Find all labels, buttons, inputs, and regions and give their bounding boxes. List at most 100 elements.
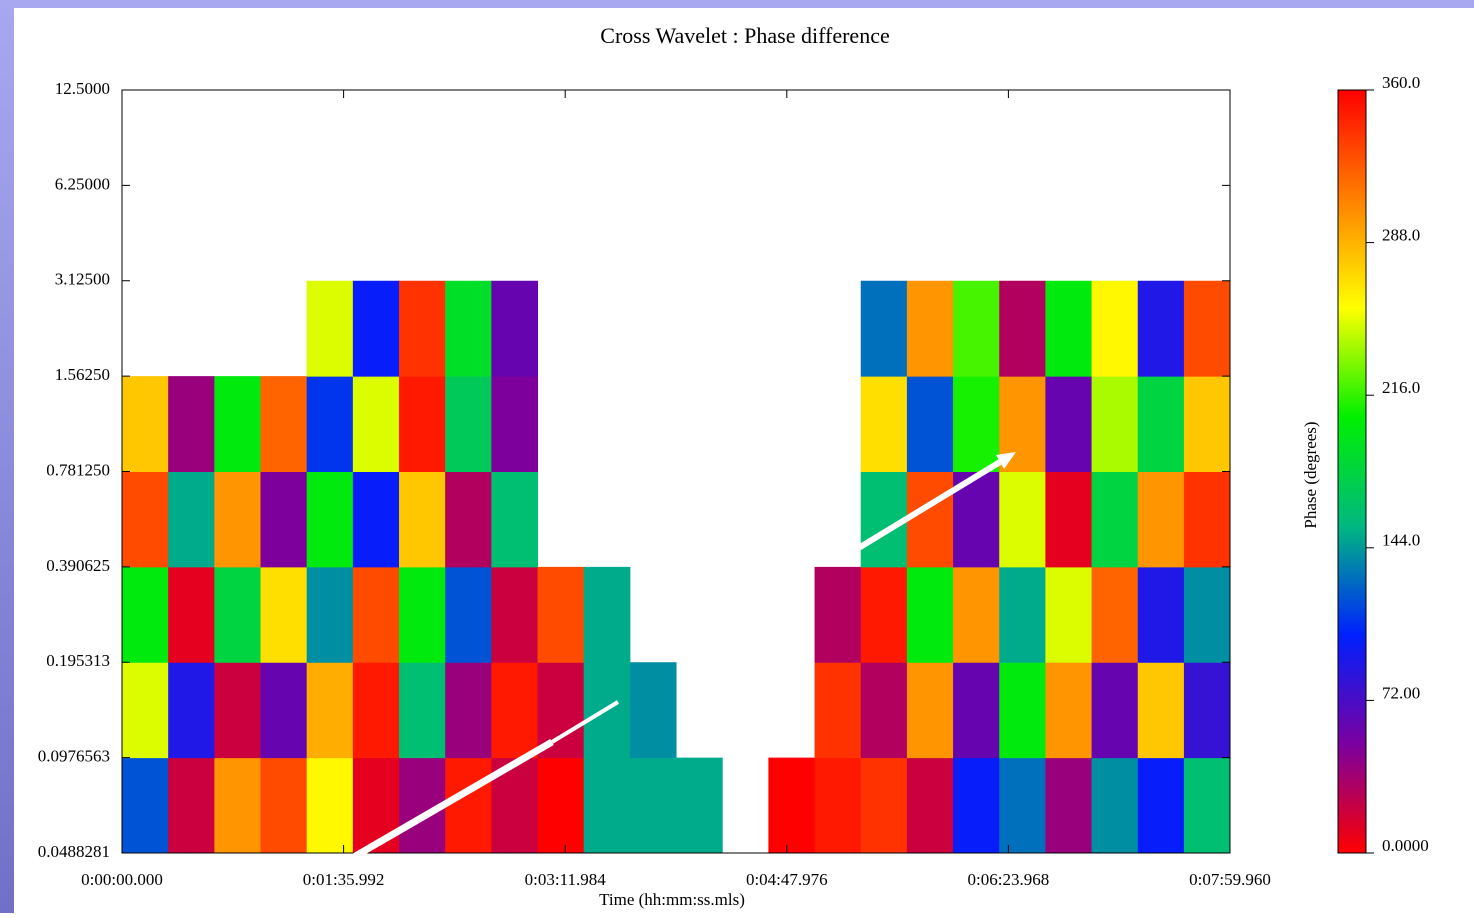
heatmap-cell bbox=[122, 662, 169, 759]
heatmap-cell bbox=[306, 662, 354, 759]
heatmap-cell bbox=[1183, 757, 1231, 854]
heatmap-cell bbox=[1045, 471, 1093, 568]
heatmap-cell bbox=[814, 662, 862, 759]
heatmap-cell bbox=[1045, 280, 1093, 377]
heatmap-cell bbox=[1137, 471, 1185, 568]
heatmap-cell bbox=[1137, 280, 1185, 377]
y-tick-label: 1.56250 bbox=[55, 365, 110, 384]
heatmap-cell bbox=[537, 757, 585, 854]
colorbar-tick-label: 0.0000 bbox=[1382, 836, 1429, 855]
arrow bbox=[550, 700, 620, 744]
y-tick-label: 0.195313 bbox=[46, 651, 110, 670]
colorbar-label: Phase (degrees) bbox=[1301, 421, 1320, 528]
heatmap-cell bbox=[168, 471, 215, 568]
heatmap-cell bbox=[1091, 757, 1139, 854]
heatmap-cell bbox=[445, 662, 492, 759]
heatmap-cell bbox=[629, 757, 677, 854]
heatmap-cell bbox=[445, 280, 492, 377]
heatmap-cell bbox=[1045, 757, 1093, 854]
heatmap-cell bbox=[953, 757, 1000, 854]
heatmap-cell bbox=[306, 566, 354, 663]
heatmap-cell bbox=[906, 471, 954, 568]
heatmap-cell bbox=[399, 376, 446, 472]
heatmap-cell bbox=[306, 471, 354, 568]
heatmap-cell bbox=[214, 757, 262, 854]
heatmap-cell bbox=[352, 471, 400, 568]
heatmap-cell bbox=[953, 566, 1000, 663]
heatmap-cell bbox=[860, 566, 908, 663]
heatmap-cell bbox=[814, 757, 862, 854]
axes: 12.5000 6.25000 3.12500 1.56250 0.781250 0.39… bbox=[38, 79, 1271, 889]
y-tick-label: 0.0976563 bbox=[38, 747, 110, 766]
heatmap-cell bbox=[352, 757, 400, 854]
heatmap-cell bbox=[399, 566, 446, 663]
heatmap-cell bbox=[537, 566, 585, 663]
heatmap-cell bbox=[168, 566, 215, 663]
heatmap-cell bbox=[629, 662, 677, 759]
heatmap-cell bbox=[306, 376, 354, 472]
heatmap-cell bbox=[214, 662, 262, 759]
heatmap-cell bbox=[676, 757, 723, 854]
y-tick-label: 0.390625 bbox=[46, 556, 110, 575]
heatmap-cell bbox=[1183, 566, 1231, 663]
heatmap-cell bbox=[583, 757, 631, 854]
y-tick-label: 12.5000 bbox=[55, 79, 110, 98]
x-tick-label: 0:03:11.984 bbox=[525, 870, 607, 889]
x-tick-label: 0:01:35.992 bbox=[303, 870, 385, 889]
heatmap-cell bbox=[1045, 662, 1093, 759]
heatmap-cell bbox=[906, 566, 954, 663]
heatmap-cell bbox=[445, 471, 492, 568]
heatmap-cell bbox=[306, 757, 354, 854]
arrow bbox=[850, 459, 1002, 555]
heatmap-cell bbox=[1091, 566, 1139, 663]
heatmap-cell bbox=[1091, 376, 1139, 472]
heatmap-cell bbox=[1091, 280, 1139, 377]
heatmap-cell bbox=[399, 471, 446, 568]
heatmap bbox=[122, 280, 1231, 854]
heatmap-cell bbox=[306, 280, 354, 377]
arrow-head bbox=[996, 452, 1016, 469]
heatmap-cell bbox=[999, 757, 1046, 854]
y-tick-label: 3.12500 bbox=[55, 270, 110, 289]
heatmap-cell bbox=[953, 376, 1000, 472]
heatmap-cell bbox=[260, 376, 308, 472]
chart-title: Cross Wavelet : Phase difference bbox=[600, 23, 889, 48]
colorbar-tick-label: 144.0 bbox=[1382, 531, 1420, 550]
heatmap-cell bbox=[122, 757, 169, 854]
heatmap-cell bbox=[1183, 662, 1231, 759]
heatmap-cell bbox=[445, 566, 492, 663]
heatmap-cell bbox=[491, 280, 539, 377]
heatmap-cell bbox=[860, 662, 908, 759]
heatmap-cell bbox=[999, 662, 1046, 759]
heatmap-cell bbox=[491, 471, 539, 568]
heatmap-cell bbox=[122, 566, 169, 663]
heatmap-cell bbox=[860, 376, 908, 472]
heatmap-cell bbox=[1183, 471, 1231, 568]
heatmap-cell bbox=[860, 471, 908, 568]
heatmap-cell bbox=[906, 280, 954, 377]
heatmap-cell bbox=[1137, 757, 1185, 854]
heatmap-cell bbox=[1183, 376, 1231, 472]
heatmap-cell bbox=[122, 471, 169, 568]
heatmap-cell bbox=[168, 376, 215, 472]
heatmap-cell bbox=[953, 280, 1000, 377]
heatmap-cell bbox=[352, 662, 400, 759]
heatmap-cell bbox=[860, 280, 908, 377]
heatmap-cell bbox=[352, 280, 400, 377]
heatmap-cell bbox=[445, 376, 492, 472]
colorbar-tick-label: 360.0 bbox=[1382, 73, 1420, 92]
heatmap-cell bbox=[999, 280, 1046, 377]
heatmap-cell bbox=[260, 757, 308, 854]
heatmap-cell bbox=[491, 662, 539, 759]
heatmap-cell bbox=[583, 566, 631, 663]
heatmap-cell bbox=[491, 376, 539, 472]
heatmap-cell bbox=[860, 757, 908, 854]
heatmap-cell bbox=[1137, 662, 1185, 759]
x-tick-label: 0:00:00.000 bbox=[81, 870, 163, 889]
heatmap-cell bbox=[399, 662, 446, 759]
heatmap-cell bbox=[260, 471, 308, 568]
heatmap-cell bbox=[260, 566, 308, 663]
heatmap-cell bbox=[1137, 376, 1185, 472]
heatmap-cell bbox=[1045, 566, 1093, 663]
